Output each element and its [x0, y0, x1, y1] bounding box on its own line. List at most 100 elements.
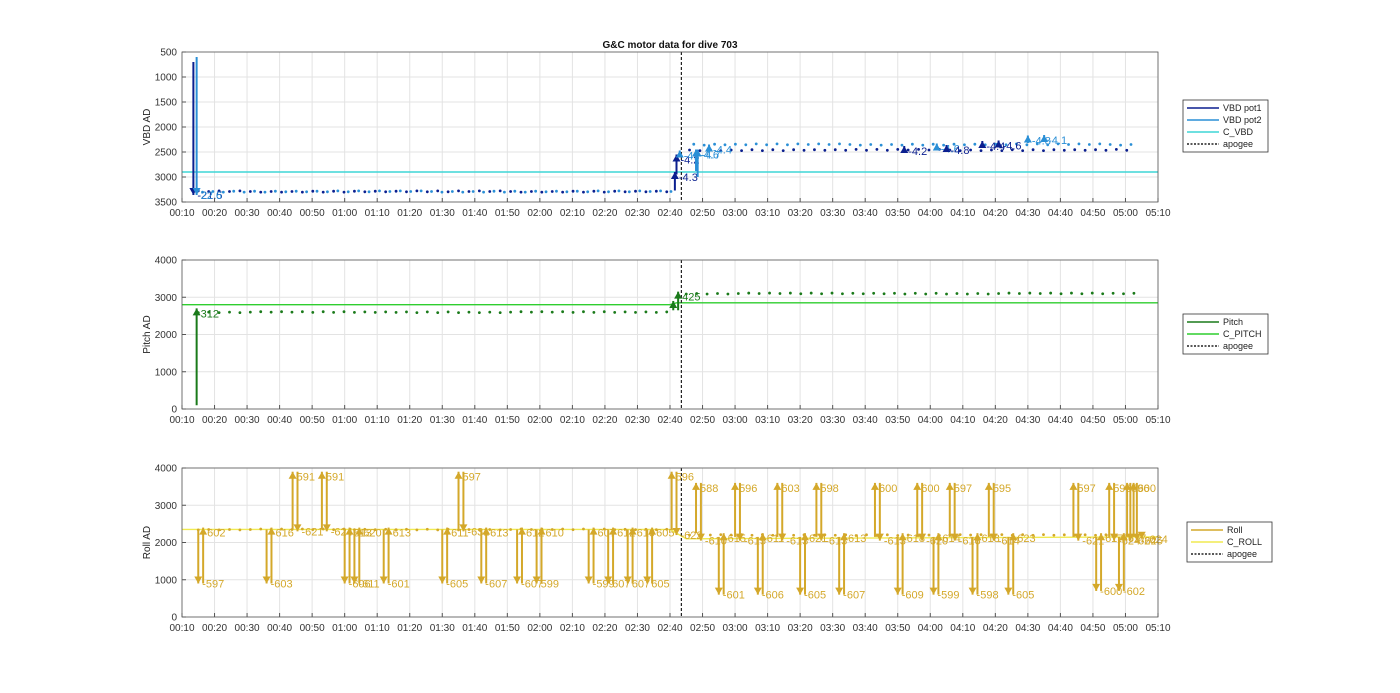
x-tick-label: 04:20	[983, 415, 1008, 426]
move-label: -4.	[684, 151, 697, 163]
move-label: 312	[201, 308, 219, 320]
x-tick-label: 04:10	[950, 415, 975, 426]
data-point	[654, 310, 658, 314]
data-point	[228, 190, 231, 193]
data-point	[1031, 148, 1035, 152]
data-point	[613, 310, 617, 314]
y-tick-label: 2000	[155, 538, 178, 549]
data-point	[248, 190, 252, 193]
move-label: -606	[762, 590, 784, 602]
x-tick-label: 02:10	[560, 623, 585, 634]
data-point	[571, 310, 575, 314]
x-tick-label: 02:40	[657, 623, 682, 634]
data-point	[713, 142, 716, 146]
data-point	[311, 189, 315, 193]
data-point	[1007, 291, 1011, 295]
x-tick-label: 01:40	[462, 208, 487, 219]
move-arrowhead	[623, 576, 632, 584]
legend-entry: Pitch	[1223, 317, 1243, 327]
x-tick-label: 02:20	[592, 415, 617, 426]
data-point	[1025, 143, 1029, 147]
move-arrowhead	[994, 140, 1003, 148]
y-tick-label: 1000	[155, 73, 178, 84]
move-label: 588	[700, 483, 718, 495]
data-point	[1122, 292, 1125, 296]
data-point	[238, 189, 242, 193]
data-point	[1046, 143, 1050, 147]
data-point	[332, 310, 336, 314]
data-point	[872, 291, 876, 295]
move-arrowhead	[1040, 135, 1049, 142]
x-tick-label: 00:10	[169, 208, 194, 219]
data-point	[1015, 142, 1018, 146]
data-point	[1000, 533, 1004, 537]
y-axis-label: Roll AD	[142, 526, 153, 559]
move-arrowhead	[317, 471, 326, 479]
move-label: 610	[637, 528, 655, 540]
data-point	[315, 189, 319, 193]
data-point	[750, 148, 754, 152]
x-tick-label: 04:20	[983, 208, 1008, 219]
data-point	[841, 292, 844, 296]
move-arrowhead	[1092, 583, 1101, 591]
x-tick-label: 04:30	[1015, 623, 1040, 634]
data-point	[415, 189, 419, 193]
data-point	[238, 311, 242, 314]
x-tick-label: 02:30	[625, 623, 650, 634]
data-point	[353, 310, 356, 314]
data-point	[958, 149, 962, 153]
x-tick-label: 04:40	[1048, 208, 1073, 219]
data-point	[1098, 142, 1102, 146]
move-arrowhead	[589, 527, 598, 535]
move-arrowhead	[942, 145, 951, 152]
data-point	[544, 190, 548, 194]
data-point	[1070, 291, 1073, 295]
data-point	[723, 143, 727, 147]
data-point	[1052, 533, 1056, 537]
data-point	[768, 291, 771, 295]
move-arrowhead	[714, 587, 723, 595]
data-point	[575, 189, 579, 193]
x-tick-label: 03:30	[820, 623, 845, 634]
data-point	[708, 533, 712, 537]
move-label: 595	[993, 483, 1011, 495]
data-point	[405, 190, 408, 194]
move-arrowhead	[379, 576, 388, 584]
data-point	[924, 292, 928, 296]
data-point	[284, 190, 288, 194]
data-point	[467, 190, 471, 193]
move-label: -4.7	[702, 150, 721, 162]
move-label: -4.6	[1003, 141, 1022, 153]
data-point	[1090, 291, 1094, 295]
move-label: 620	[363, 528, 381, 540]
data-point	[353, 189, 356, 193]
data-point	[586, 190, 590, 194]
move-label: 602	[207, 528, 225, 540]
data-point	[488, 528, 492, 531]
move-arrowhead	[778, 533, 787, 541]
move-label: -624	[1146, 534, 1168, 546]
x-tick-label: 02:20	[592, 623, 617, 634]
move-label: -4.8	[951, 145, 970, 157]
move-label: 600	[921, 483, 939, 495]
data-point	[384, 190, 388, 194]
chart-panel-3: -597 602 -603 616 591 -621 591 -624 -606 613 -611 6…	[142, 464, 1273, 634]
move-label: -21.5	[197, 190, 222, 202]
x-tick-label: 04:50	[1080, 415, 1105, 426]
move-arrowhead	[692, 482, 701, 490]
data-point	[596, 189, 600, 193]
data-point	[357, 189, 361, 193]
data-point	[565, 190, 569, 194]
data-point	[221, 190, 225, 194]
move-arrowhead	[604, 576, 613, 584]
data-point	[509, 310, 512, 314]
data-point	[851, 291, 855, 295]
data-point	[290, 190, 294, 193]
data-point	[555, 189, 558, 193]
data-point	[523, 190, 527, 194]
move-arrowhead	[735, 533, 744, 541]
data-point	[813, 533, 816, 537]
data-point	[1056, 142, 1060, 146]
chart-title: G&C motor data for dive 703	[602, 40, 737, 51]
